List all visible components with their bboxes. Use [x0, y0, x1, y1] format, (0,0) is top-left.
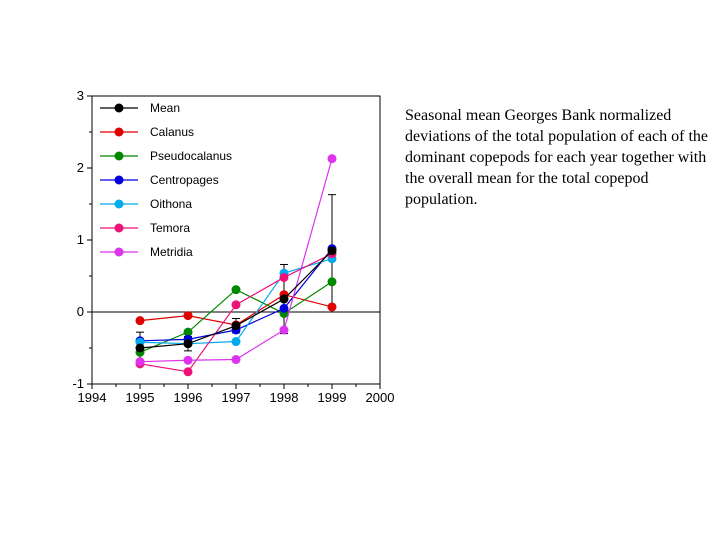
data-point: [327, 302, 337, 312]
legend-label: Centropages: [150, 173, 219, 187]
legend-label: Oithona: [150, 197, 192, 211]
data-point: [231, 355, 241, 365]
x-tick-label: 1994: [78, 390, 107, 405]
data-point: [231, 321, 241, 331]
x-tick-label: 1998: [270, 390, 299, 405]
legend-marker: [114, 247, 124, 257]
data-point: [183, 327, 193, 337]
data-point: [231, 300, 241, 310]
x-tick-label: 1997: [222, 390, 251, 405]
x-tick-label: 2000: [366, 390, 395, 405]
data-point: [279, 325, 289, 335]
legend-marker: [114, 127, 124, 137]
data-point: [135, 357, 145, 367]
y-tick-label: 2: [77, 160, 84, 175]
series-line: [139, 253, 333, 373]
y-tick-label: -1: [72, 376, 84, 391]
data-point: [135, 316, 145, 326]
legend-label: Mean: [150, 101, 180, 115]
legend-label: Metridia: [150, 245, 193, 259]
legend-marker: [114, 175, 124, 185]
x-tick-label: 1999: [318, 390, 347, 405]
legend: Mean Calanus Pseudocalanus Centropages Oitho…: [100, 101, 232, 259]
y-tick-label: 3: [77, 88, 84, 103]
data-point: [327, 246, 337, 256]
x-tick-label: 1995: [126, 390, 155, 405]
legend-marker: [114, 151, 124, 161]
legend-marker: [114, 223, 124, 233]
y-tick-label: 1: [77, 232, 84, 247]
legend-marker: [114, 199, 124, 209]
data-point: [231, 285, 241, 295]
data-point: [183, 367, 193, 377]
legend-marker: [114, 103, 124, 113]
data-point: [231, 337, 241, 347]
data-point: [279, 272, 289, 282]
data-point: [327, 154, 337, 164]
legend-label: Temora: [150, 221, 190, 235]
data-point: [183, 311, 193, 321]
axes: 1994 1995 1996 1997 1998 1999 2000 -1 0 1 2 3: [72, 88, 394, 405]
data-point: [279, 303, 289, 313]
data-point: [327, 277, 337, 287]
data-point: [183, 355, 193, 365]
data-point: [135, 343, 145, 353]
x-tick-label: 1996: [174, 390, 203, 405]
legend-label: Calanus: [150, 125, 194, 139]
caption: Seasonal mean Georges Bank normalized de…: [405, 107, 709, 208]
legend-label: Pseudocalanus: [150, 149, 232, 163]
data-point: [183, 339, 193, 349]
series-group: [135, 154, 337, 377]
y-tick-label: 0: [77, 304, 84, 319]
data-point: [279, 294, 289, 304]
